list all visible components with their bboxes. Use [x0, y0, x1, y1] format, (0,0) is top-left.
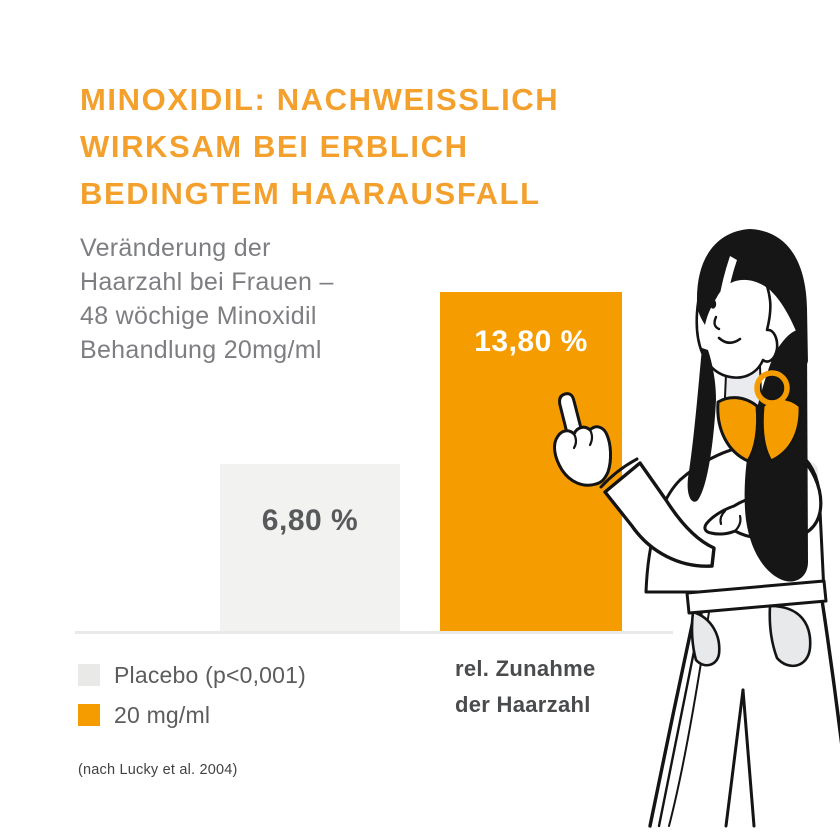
- pointing-hand-shape: [553, 425, 612, 487]
- smile-line: [717, 336, 742, 345]
- legend-item-placebo: Placebo (p<0,001): [78, 655, 306, 695]
- hair-strand-left-shape: [687, 348, 716, 502]
- earring-icon: [754, 370, 790, 406]
- source-footnote: (nach Lucky et al. 2004): [78, 762, 238, 778]
- legend-item-minoxidil: 20 mg/ml: [78, 695, 306, 735]
- legend-label-minoxidil: 20 mg/ml: [114, 701, 211, 728]
- hair-highlight-shape: [719, 256, 737, 302]
- trouser-crease-right: [741, 688, 756, 828]
- trouser-right-edge: [820, 598, 840, 745]
- legend-swatch-minoxidil: [78, 704, 100, 726]
- subtitle-line-3: 48 wöchige Minoxidil: [80, 302, 317, 330]
- bar-minoxidil-value: 13,80 %: [474, 325, 588, 358]
- chart-baseline: [75, 631, 673, 634]
- axis-caption-line-1: rel. Zunahme: [455, 656, 596, 681]
- nose-line: [713, 315, 721, 331]
- subtitle-line-4: Behandlung 20mg/ml: [80, 336, 322, 364]
- axis-caption-line-2: der Haarzahl: [455, 692, 591, 717]
- trouser-left-edge: [648, 609, 697, 828]
- pocket-right-shape: [768, 604, 812, 668]
- legend-swatch-placebo: [78, 664, 100, 686]
- right-hand-detail: [719, 509, 742, 533]
- bar-placebo: 6,80 %: [220, 464, 400, 631]
- waistband-shape: [685, 579, 828, 615]
- knuckle-line: [572, 428, 594, 450]
- subtitle-line-1: Veränderung der: [80, 234, 271, 262]
- page-title: MINOXIDIL: NACHWEISSLICH WIRKSAM BEI ERB…: [80, 76, 700, 217]
- chart-legend: Placebo (p<0,001) 20 mg/ml: [78, 655, 306, 735]
- axis-caption: rel. Zunahme der Haarzahl: [455, 651, 596, 723]
- title-line-1: MINOXIDIL: NACHWEISSLICH: [80, 82, 560, 117]
- hair-fringe-shape: [696, 229, 808, 364]
- subtitle-line-2: Haarzahl bei Frauen –: [80, 268, 334, 296]
- trouser-crease-left: [724, 688, 745, 828]
- collar-left-shape: [716, 396, 760, 463]
- title-line-2: WIRKSAM BEI ERBLICH: [80, 129, 469, 164]
- chart-subtitle: Veränderung der Haarzahl bei Frauen – 48…: [80, 231, 440, 367]
- bar-placebo-value: 6,80 %: [261, 504, 359, 537]
- pocket-left-shape: [690, 610, 721, 667]
- title-line-3: BEDINGTEM HAARAUSFALL: [80, 176, 541, 211]
- left-cuff-line: [599, 457, 639, 489]
- woman-pointing-illustration: [553, 229, 840, 828]
- legend-label-placebo: Placebo (p<0,001): [114, 661, 307, 688]
- left-arm-shape: [603, 461, 716, 568]
